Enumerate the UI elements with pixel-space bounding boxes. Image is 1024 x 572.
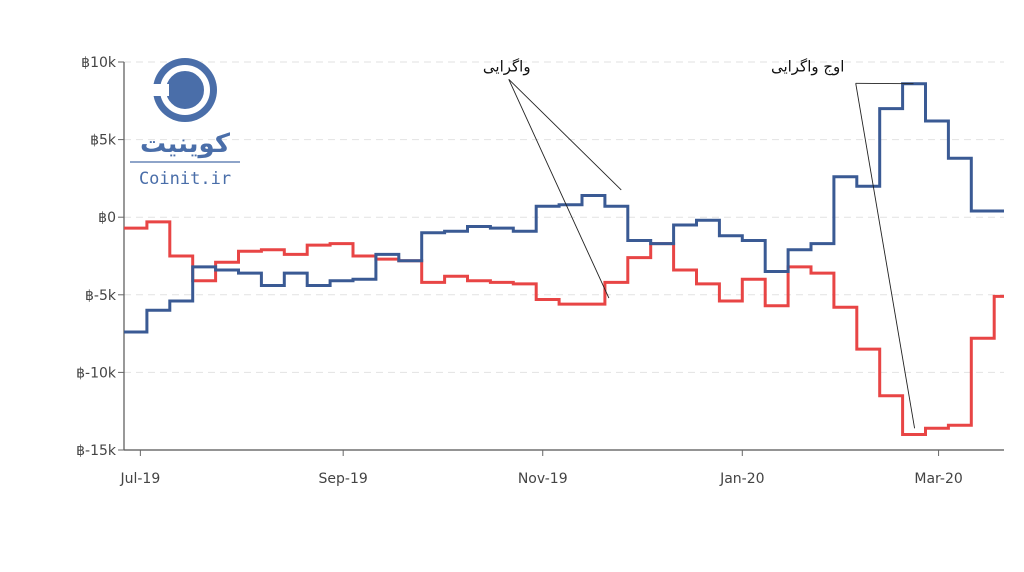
annotations: واگرایی اوج واگرایی xyxy=(483,57,916,429)
y-tick-label: ฿5k xyxy=(90,133,117,149)
annotation-pointer-1 xyxy=(508,78,622,191)
grid-lines xyxy=(124,61,1004,451)
x-tick-label: Jul-19 xyxy=(119,471,160,487)
y-tick-label: ฿0 xyxy=(98,210,116,226)
x-tick-label: Mar-20 xyxy=(914,471,962,487)
annotation-pointer-4 xyxy=(855,83,916,429)
annotation-pointer-2 xyxy=(508,79,610,299)
x-tick-label: Sep-19 xyxy=(319,471,368,487)
x-tick-label: Jan-20 xyxy=(719,471,764,487)
series-group xyxy=(124,82,1004,436)
y-tick-label: ฿10k xyxy=(81,55,117,71)
x-axis-ticks: Jul-19 Sep-19 Nov-19 Jan-20 Mar-20 xyxy=(119,450,963,487)
logo-url: Coinit.ir xyxy=(139,169,231,189)
coinit-logo: کوینیت Coinit.ir xyxy=(130,58,240,189)
x-tick-label: Nov-19 xyxy=(518,471,568,487)
series-line-1 xyxy=(124,220,1004,436)
axes xyxy=(123,62,1004,451)
y-tick-label: ฿-5k xyxy=(85,288,117,304)
series-line-2 xyxy=(124,82,1004,334)
y-axis-ticks: ฿10k ฿5k ฿0 ฿-5k ฿-10k ฿-15k xyxy=(76,55,124,459)
annotation-divergence: واگرایی xyxy=(483,57,531,75)
y-tick-label: ฿-15k xyxy=(76,443,117,459)
annotation-peak-divergence: اوج واگرایی xyxy=(771,57,845,76)
y-tick-label: ฿-10k xyxy=(76,365,117,381)
logo-wordmark: کوینیت xyxy=(140,129,231,159)
